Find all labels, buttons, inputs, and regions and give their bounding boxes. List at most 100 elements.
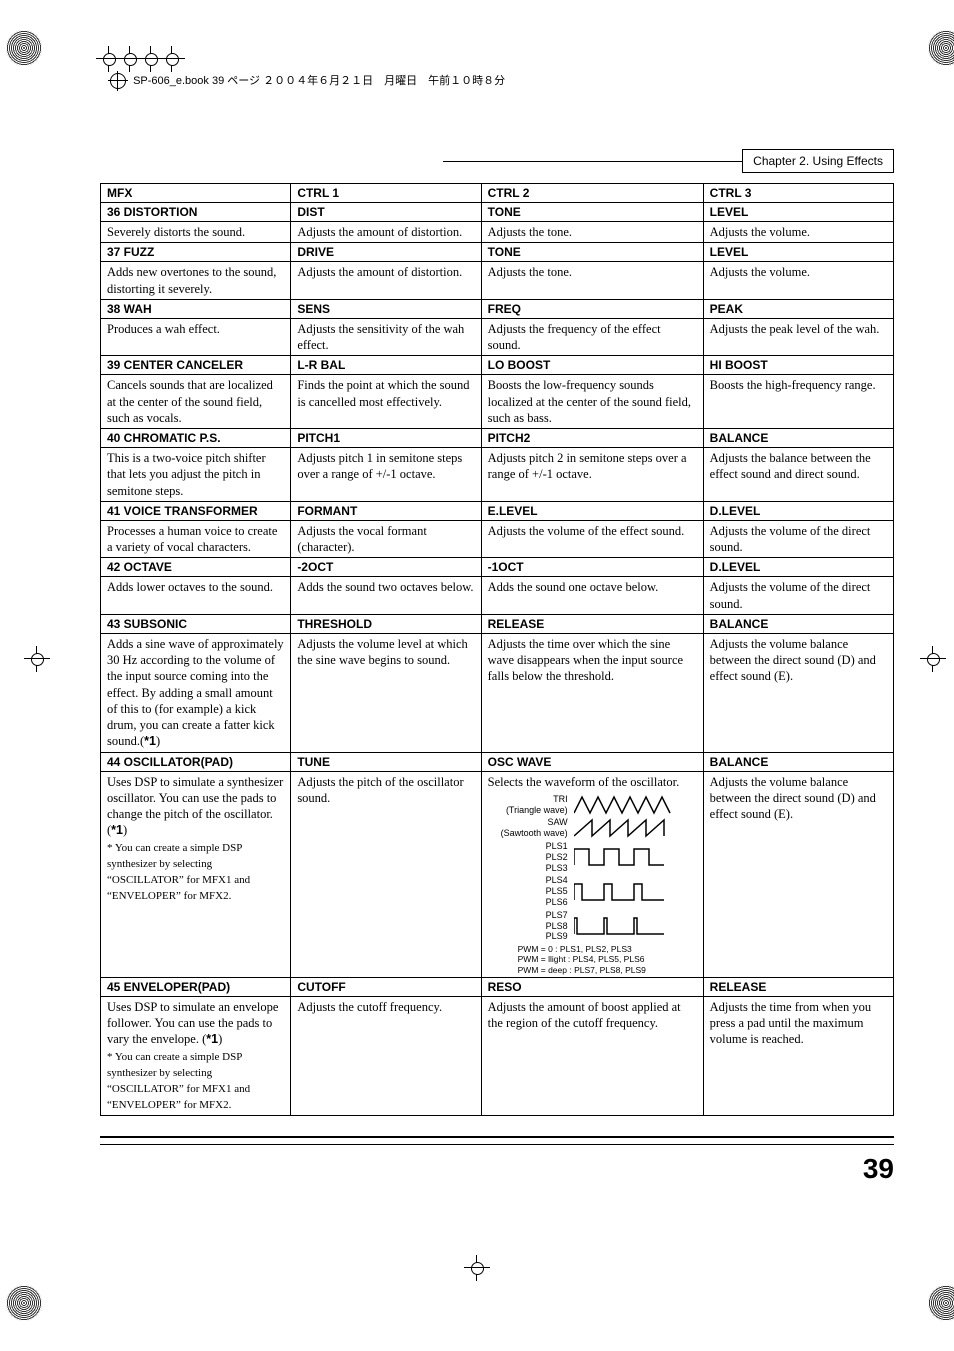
row2-hdr-mfx: 38 WAH <box>101 299 291 318</box>
row2-desc-c2: Adjusts the frequency of the effect soun… <box>481 318 703 356</box>
row9-hdr-c2: RESO <box>481 977 703 996</box>
row0-desc-c2: Adjusts the tone. <box>481 222 703 243</box>
row5-hdr-c2: E.LEVEL <box>481 501 703 520</box>
row9-desc-mfx: Uses DSP to simulate an envelope followe… <box>101 996 291 1115</box>
col-header-c2: CTRL 2 <box>481 184 703 203</box>
osc-wave-intro: Selects the waveform of the oscillator. <box>488 774 697 790</box>
col-header-c3: CTRL 3 <box>703 184 893 203</box>
row6-desc-mfx: Adds lower octaves to the sound. <box>101 577 291 615</box>
row7-desc-c1: Adjusts the volume level at which the si… <box>291 633 481 752</box>
row2-desc-c1: Adjusts the sensitivity of the wah effec… <box>291 318 481 356</box>
row0-hdr-c3: LEVEL <box>703 203 893 222</box>
row6-hdr-mfx: 42 OCTAVE <box>101 558 291 577</box>
row7-hdr-mfx: 43 SUBSONIC <box>101 614 291 633</box>
row4-desc-c1: Adjusts pitch 1 in semitone steps over a… <box>291 448 481 502</box>
row2-hdr-c1: SENS <box>291 299 481 318</box>
row1-desc-c2: Adjusts the tone. <box>481 262 703 300</box>
row1-desc-mfx: Adds new overtones to the sound, distort… <box>101 262 291 300</box>
row9-desc-c2: Adjusts the amount of boost applied at t… <box>481 996 703 1115</box>
row4-desc-c2: Adjusts pitch 2 in semitone steps over a… <box>481 448 703 502</box>
ornament-tr <box>928 30 954 66</box>
row8-desc-c2: Selects the waveform of the oscillator. … <box>481 771 703 977</box>
row8-hdr-c1: TUNE <box>291 752 481 771</box>
page-number: 39 <box>863 1153 894 1184</box>
regmark-bl <box>142 57 160 71</box>
chapter-box: Chapter 2. Using Effects <box>742 149 894 173</box>
row5-hdr-c1: FORMANT <box>291 501 481 520</box>
row1-hdr-c2: TONE <box>481 243 703 262</box>
row0-hdr-mfx: 36 DISTORTION <box>101 203 291 222</box>
row4-hdr-c3: BALANCE <box>703 429 893 448</box>
row3-desc-c3: Boosts the high-frequency range. <box>703 375 893 429</box>
row7-desc-c3: Adjusts the volume balance between the d… <box>703 633 893 752</box>
row3-hdr-c1: L-R BAL <box>291 356 481 375</box>
row8-hdr-mfx: 44 OSCILLATOR(PAD) <box>101 752 291 771</box>
row5-desc-c3: Adjusts the volume of the direct sound. <box>703 520 893 558</box>
row3-hdr-mfx: 39 CENTER CANCELER <box>101 356 291 375</box>
regmark-bottom <box>468 1259 486 1281</box>
col-header-mfx: MFX <box>101 184 291 203</box>
row0-hdr-c1: DIST <box>291 203 481 222</box>
row2-hdr-c3: PEAK <box>703 299 893 318</box>
row1-desc-c3: Adjusts the volume. <box>703 262 893 300</box>
row9-desc-c1: Adjusts the cutoff frequency. <box>291 996 481 1115</box>
row1-hdr-c3: LEVEL <box>703 243 893 262</box>
col-header-c1: CTRL 1 <box>291 184 481 203</box>
row4-desc-mfx: This is a two-voice pitch shifter that l… <box>101 448 291 502</box>
row3-hdr-c2: LO BOOST <box>481 356 703 375</box>
row1-desc-c1: Adjusts the amount of distortion. <box>291 262 481 300</box>
row0-desc-c1: Adjusts the amount of distortion. <box>291 222 481 243</box>
row8-desc-c3: Adjusts the volume balance between the d… <box>703 771 893 977</box>
ornament-tl <box>6 30 42 66</box>
row7-hdr-c3: BALANCE <box>703 614 893 633</box>
page-number-wrap: 39 <box>100 1136 894 1185</box>
row1-hdr-c1: DRIVE <box>291 243 481 262</box>
row7-hdr-c1: THRESHOLD <box>291 614 481 633</box>
row8-desc-mfx: Uses DSP to simulate a synthesizer oscil… <box>101 771 291 977</box>
ornament-br <box>928 1285 954 1321</box>
row9-desc-c3: Adjusts the time from when you press a p… <box>703 996 893 1115</box>
row8-desc-c1: Adjusts the pitch of the oscillator soun… <box>291 771 481 977</box>
row7-hdr-c2: RELEASE <box>481 614 703 633</box>
ornament-bl <box>6 1285 42 1321</box>
row4-desc-c3: Adjusts the balance between the effect s… <box>703 448 893 502</box>
row2-hdr-c2: FREQ <box>481 299 703 318</box>
row1-hdr-mfx: 37 FUZZ <box>101 243 291 262</box>
row5-hdr-c3: D.LEVEL <box>703 501 893 520</box>
row3-desc-mfx: Cancels sounds that are localized at the… <box>101 375 291 429</box>
row4-hdr-c1: PITCH1 <box>291 429 481 448</box>
row6-desc-c2: Adds the sound one octave below. <box>481 577 703 615</box>
row6-desc-c3: Adjusts the volume of the direct sound. <box>703 577 893 615</box>
row7-desc-c2: Adjusts the time over which the sine wav… <box>481 633 703 752</box>
row8-hdr-c3: BALANCE <box>703 752 893 771</box>
row6-hdr-c2: -1OCT <box>481 558 703 577</box>
regmark-left <box>28 650 46 672</box>
regmark-right <box>924 650 942 672</box>
mfx-table: MFXCTRL 1CTRL 2CTRL 336 DISTORTIONDISTTO… <box>100 183 894 1116</box>
row5-hdr-mfx: 41 VOICE TRANSFORMER <box>101 501 291 520</box>
row7-desc-mfx: Adds a sine wave of approximately 30 Hz … <box>101 633 291 752</box>
row4-hdr-mfx: 40 CHROMATIC P.S. <box>101 429 291 448</box>
row0-hdr-c2: TONE <box>481 203 703 222</box>
row2-desc-mfx: Produces a wah effect. <box>101 318 291 356</box>
row3-desc-c2: Boosts the low-frequency sounds localize… <box>481 375 703 429</box>
row5-desc-c2: Adjusts the volume of the effect sound. <box>481 520 703 558</box>
row5-desc-c1: Adjusts the vocal formant (character). <box>291 520 481 558</box>
page: SP-606_e.book 39 ページ ２００４年６月２１日 月曜日 午前１０… <box>0 0 954 1351</box>
regmark-tr <box>121 57 139 71</box>
row5-desc-mfx: Processes a human voice to create a vari… <box>101 520 291 558</box>
osc-wave-block: TRI(Triangle wave) SAW(Sawtooth wave) PL… <box>488 794 697 975</box>
row6-desc-c1: Adds the sound two octaves below. <box>291 577 481 615</box>
row3-hdr-c3: HI BOOST <box>703 356 893 375</box>
regmark-tl <box>100 57 118 71</box>
row0-desc-mfx: Severely distorts the sound. <box>101 222 291 243</box>
row6-hdr-c1: -2OCT <box>291 558 481 577</box>
row8-hdr-c2: OSC WAVE <box>481 752 703 771</box>
regmark-br <box>163 57 181 71</box>
row4-hdr-c2: PITCH2 <box>481 429 703 448</box>
row0-desc-c3: Adjusts the volume. <box>703 222 893 243</box>
row9-hdr-mfx: 45 ENVELOPER(PAD) <box>101 977 291 996</box>
row9-hdr-c3: RELEASE <box>703 977 893 996</box>
row9-hdr-c1: CUTOFF <box>291 977 481 996</box>
book-header-text: SP-606_e.book 39 ページ ２００４年６月２１日 月曜日 午前１０… <box>133 75 505 87</box>
